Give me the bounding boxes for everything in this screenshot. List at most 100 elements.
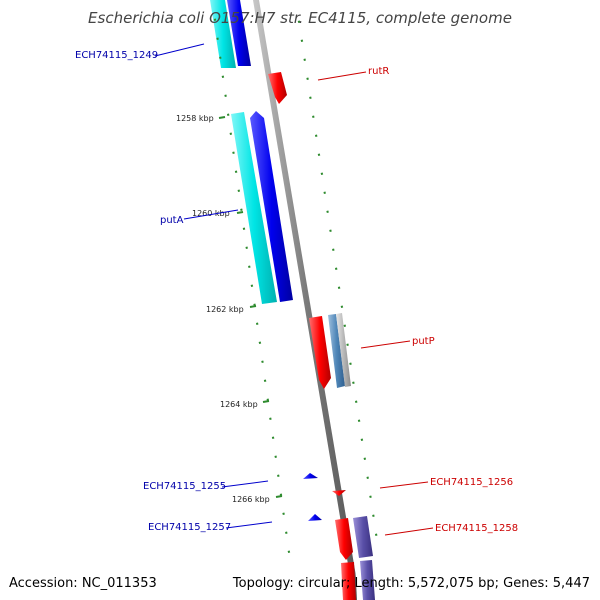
gc-dot-inner <box>279 493 283 496</box>
label-ech74115-1249[interactable]: ECH74115_1249 <box>75 50 158 61</box>
tick-label-1260: 1260 kbp <box>192 209 230 218</box>
gc-dot-inner <box>245 246 248 249</box>
gc-dot-inner <box>263 379 267 382</box>
tick-label-1262: 1262 kbp <box>206 305 244 314</box>
label-leaders <box>154 43 434 536</box>
gc-dot-outer <box>366 476 369 479</box>
gc-dot-inner <box>213 18 217 21</box>
gc-dot-inner <box>226 113 230 116</box>
gc-dot-outer <box>334 267 338 270</box>
tick-mark-1262 <box>249 305 257 308</box>
leader-ech74115-1249 <box>154 43 205 57</box>
gene-puta <box>250 111 293 302</box>
leader-ech74115-1258 <box>384 527 434 536</box>
gc-dot-inner <box>216 37 219 40</box>
leader-ech74115-1256 <box>379 481 429 489</box>
gc-dot-inner <box>219 56 222 59</box>
gc-dot-outer <box>303 58 306 61</box>
leader-ech74115-1255 <box>221 480 269 488</box>
gc-dot-inner <box>258 341 262 344</box>
gc-dot-outer <box>349 362 352 365</box>
gc-dot-inner <box>274 455 277 458</box>
gene-putp-cds-b <box>336 313 351 387</box>
gene-puta-cds <box>231 112 277 304</box>
gc-dot-outer <box>312 115 315 118</box>
genome-summary-text: Topology: circular; Length: 5,572,075 bp… <box>232 576 590 591</box>
gc-dot-outer <box>323 191 326 194</box>
gene-ech74115-1256 <box>332 490 346 496</box>
gc-dot-inner <box>271 436 275 439</box>
gc-dot-outer <box>357 419 361 422</box>
gc-dot-outer <box>372 514 375 517</box>
accession-text: Accession: NC_011353 <box>9 576 157 591</box>
gc-dot-outer <box>297 20 301 23</box>
gene-ech74115-1258-cds <box>353 516 373 558</box>
gc-dot-outer <box>306 77 309 80</box>
gc-dot-outer <box>332 248 335 251</box>
gene-ech74115-1255 <box>303 473 318 479</box>
gene-rutr <box>268 72 287 104</box>
gene-ech74115-1258 <box>335 518 353 560</box>
gc-dot-inner <box>221 75 225 78</box>
scale-ticks: 1258 kbp 1260 kbp 1262 kbp 1264 kbp 1266… <box>176 114 283 504</box>
map-title: Escherichia coli O157:H7 str. EC4115, co… <box>88 9 512 27</box>
gc-dot-outer <box>326 210 329 213</box>
gc-dot-outer <box>360 438 364 441</box>
gc-dot-outer <box>354 400 358 403</box>
gc-dot-outer <box>343 324 347 327</box>
gc-dot-outer <box>320 172 324 175</box>
gene-downstream-white <box>355 561 362 600</box>
gc-dot-outer <box>300 39 304 42</box>
tick-mark-1264 <box>262 400 270 403</box>
tick-mark-1266 <box>275 495 283 498</box>
tick-mark-1260 <box>236 211 244 214</box>
gene-putp <box>309 316 331 389</box>
gc-dot-inner <box>237 189 241 192</box>
gc-dot-outer <box>363 457 367 460</box>
gene-putp-cds-a <box>328 314 345 388</box>
gc-dot-inner <box>255 322 259 325</box>
gc-dot-outer <box>309 96 312 99</box>
gc-dot-outer <box>374 533 378 536</box>
gc-dot-inner <box>240 208 243 211</box>
gc-dot-inner <box>242 227 246 230</box>
gc-dot-inner <box>232 151 235 154</box>
gene-ech74115-1249-cds <box>210 0 236 68</box>
gc-dot-inner <box>250 284 254 287</box>
gc-dot-outer <box>352 381 355 384</box>
leader-puta <box>183 209 239 220</box>
gene-ech74115-1257 <box>308 514 322 521</box>
label-ech74115-1257[interactable]: ECH74115_1257 <box>148 522 231 533</box>
gc-dot-inner <box>248 265 251 268</box>
leader-rutr <box>317 71 367 81</box>
gc-dot-outer <box>369 495 372 498</box>
tick-label-1258: 1258 kbp <box>176 114 214 123</box>
gene-downstream-fwd <box>341 562 356 600</box>
gc-dot-inner <box>277 474 280 477</box>
label-putp[interactable]: putP <box>412 336 435 347</box>
gc-dot-inner <box>285 531 288 534</box>
genome-backbone <box>253 0 360 600</box>
gc-content-track <box>213 18 378 553</box>
gene-ech74115-1249 <box>227 0 251 66</box>
gc-dot-inner <box>229 132 233 135</box>
gc-dot-inner <box>261 360 264 363</box>
label-ech74115-1255[interactable]: ECH74115_1255 <box>143 481 226 492</box>
label-ech74115-1258[interactable]: ECH74115_1258 <box>435 523 518 534</box>
tick-label-1266: 1266 kbp <box>232 495 270 504</box>
gc-dot-inner <box>269 417 272 420</box>
gc-dot-inner <box>234 170 238 173</box>
label-rutr[interactable]: rutR <box>368 66 389 77</box>
gc-dot-inner <box>224 94 227 97</box>
gc-dot-outer <box>317 153 321 156</box>
gc-dot-outer <box>340 305 344 308</box>
gc-dot-inner <box>282 512 285 515</box>
tick-label-1264: 1264 kbp <box>220 400 258 409</box>
gc-dot-outer <box>346 343 349 346</box>
label-ech74115-1256[interactable]: ECH74115_1256 <box>430 477 513 488</box>
gc-dot-outer <box>314 134 318 137</box>
leader-ech74115-1257 <box>225 521 273 529</box>
label-puta[interactable]: putA <box>160 215 184 226</box>
